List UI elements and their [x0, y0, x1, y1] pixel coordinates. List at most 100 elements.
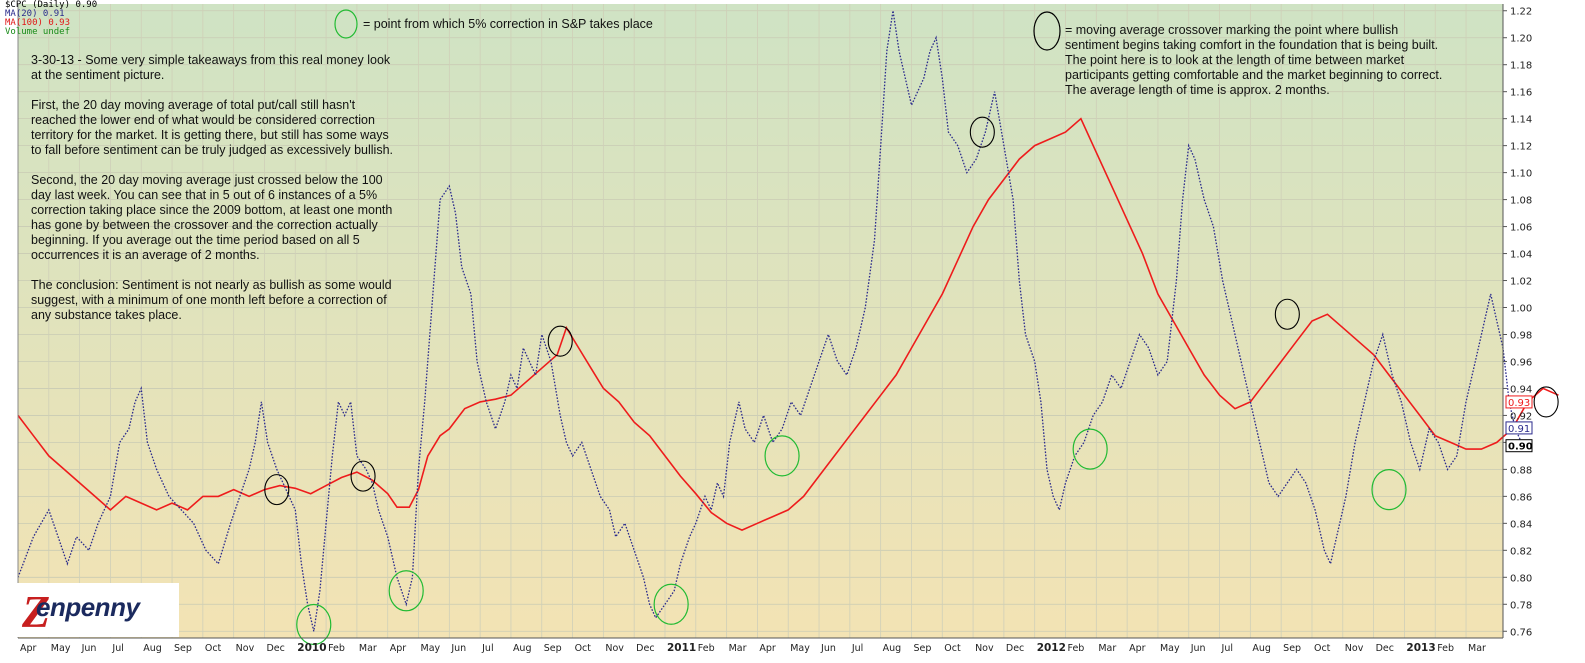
- y-tick-label: 1.14: [1510, 115, 1532, 126]
- x-tick-label: Sep: [544, 643, 562, 654]
- x-tick-label: Jun: [81, 643, 97, 654]
- legend-ma20: MA(20) 0.91: [5, 9, 65, 19]
- y-tick-label: 0.96: [1510, 357, 1532, 368]
- x-tick-label: Sep: [913, 643, 931, 654]
- black-crossover-circle: [547, 325, 573, 357]
- y-tick-label: 1.18: [1510, 61, 1532, 72]
- x-tick-label: May: [51, 643, 71, 654]
- x-tick-label: Apr: [1129, 643, 1146, 654]
- x-tick-label: 2013: [1406, 642, 1435, 654]
- green-circle-key-text: = point from which 5% correction in S&P …: [363, 17, 653, 31]
- x-tick-label: 2010: [297, 642, 326, 654]
- black-crossover-circle: [969, 116, 995, 148]
- x-tick-label: May: [421, 643, 441, 654]
- x-tick-label: Nov: [236, 643, 255, 654]
- x-tick-label: Oct: [1314, 643, 1331, 654]
- y-tick-label: 0.82: [1510, 546, 1532, 557]
- green-key-circle: [334, 9, 358, 39]
- x-tick-label: Aug: [143, 643, 162, 654]
- x-tick-label: Aug: [1252, 643, 1271, 654]
- green-correction-circle: [296, 603, 332, 646]
- y-tick-label: 0.80: [1510, 573, 1532, 584]
- x-tick-label: Oct: [944, 643, 961, 654]
- green-correction-circle: [1371, 469, 1407, 511]
- plot-background: [18, 4, 1503, 638]
- x-tick-label: Mar: [359, 643, 377, 654]
- x-tick-label: Mar: [1468, 643, 1486, 654]
- grid: [17, 4, 1503, 638]
- ma100-series: [17, 117, 1559, 531]
- y-tick-label: 1.22: [1510, 7, 1532, 18]
- legend-volume: Volume undef: [5, 27, 71, 37]
- y-tick-label: 1.20: [1510, 34, 1532, 45]
- x-tick-label: Oct: [205, 643, 222, 654]
- chart-legend: $CPC (Daily) 0.90 MA(20) 0.91 MA(100) 0.…: [5, 1, 97, 37]
- logo-text: enpenny: [36, 592, 140, 622]
- green-correction-circle: [1072, 428, 1108, 470]
- x-tick-label: May: [790, 643, 810, 654]
- x-tick-label: Apr: [20, 643, 37, 654]
- x-tick-label: Dec: [266, 643, 284, 654]
- x-tick-label: Sep: [1283, 643, 1301, 654]
- x-tick-label: Jul: [481, 643, 493, 654]
- last-value-box: [1505, 439, 1533, 453]
- x-tick-label: Feb: [1437, 643, 1454, 654]
- x-tick-label: Dec: [636, 643, 654, 654]
- y-tick-label: 1.12: [1510, 142, 1532, 153]
- x-tick-label: Dec: [1006, 643, 1024, 654]
- ma20-series: [17, 10, 1523, 632]
- x-tick-label: Aug: [513, 643, 532, 654]
- last-value-box: [1505, 395, 1533, 409]
- x-tick-label: Jul: [111, 643, 123, 654]
- axes: 0.76 0.78 0.80 0.82 0.84 0.86 0.88 0.90 0.92 0.94…: [17, 4, 1533, 654]
- last-value-box: [1505, 421, 1533, 435]
- y-tick-label: 0.94: [1510, 384, 1532, 395]
- last-value-label: 0.93: [1508, 398, 1530, 409]
- commentary-text: 3-30-13 - Some very simple takeaways fro…: [31, 53, 393, 322]
- y-tick-label: 0.78: [1510, 600, 1532, 611]
- legend-key-circles: [334, 9, 1061, 51]
- annotation-circles: [264, 116, 1559, 646]
- x-tick-label: Apr: [759, 643, 776, 654]
- ma20-line: [17, 10, 1523, 632]
- x-tick-label: Nov: [975, 643, 994, 654]
- x-tick-label: Feb: [328, 643, 345, 654]
- x-tick-label: Mar: [1098, 643, 1116, 654]
- y-tick-label: 1.02: [1510, 277, 1532, 288]
- black-crossover-circle: [1533, 386, 1559, 418]
- y-tick-label: 0.84: [1510, 519, 1532, 530]
- last-value-label: 0.90: [1508, 442, 1533, 453]
- logo-z-mark: Z: [22, 586, 51, 637]
- y-tick-label: 0.86: [1510, 492, 1532, 503]
- x-tick-label: Mar: [729, 643, 747, 654]
- x-tick-label: Jun: [820, 643, 836, 654]
- x-tick-label: 2012: [1037, 642, 1066, 654]
- green-correction-circle: [388, 570, 424, 612]
- y-tick-label: 1.16: [1510, 88, 1532, 99]
- ma100-line: [17, 117, 1559, 531]
- legend-title: $CPC (Daily) 0.90: [5, 0, 98, 10]
- y-tick-label: 1.06: [1510, 223, 1532, 234]
- x-tick-label: Oct: [575, 643, 592, 654]
- x-tick-label: Nov: [1345, 643, 1364, 654]
- x-tick-label: Jun: [450, 643, 466, 654]
- x-tick-label: Jul: [1221, 643, 1233, 654]
- y-tick-label: 0.88: [1510, 465, 1532, 476]
- x-tick-label: Jul: [851, 643, 863, 654]
- x-tick-label: Feb: [1068, 643, 1085, 654]
- y-tick-label: 1.00: [1510, 304, 1532, 315]
- x-tick-label: May: [1160, 643, 1180, 654]
- x-tick-label: Sep: [174, 643, 192, 654]
- x-tick-label: Jun: [1190, 643, 1206, 654]
- black-crossover-circle: [264, 474, 290, 506]
- x-tick-label: Feb: [698, 643, 715, 654]
- black-crossover-circle: [350, 460, 376, 492]
- y-tick-label: 1.08: [1510, 196, 1532, 207]
- x-tick-label: 2011: [667, 642, 696, 654]
- x-tick-label: Dec: [1376, 643, 1394, 654]
- zenpenny-logo: Z enpenny: [14, 583, 179, 637]
- x-tick-label: Nov: [605, 643, 624, 654]
- y-tick-label: 0.98: [1510, 330, 1532, 341]
